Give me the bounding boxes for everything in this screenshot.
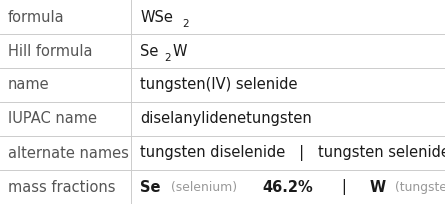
Text: Se: Se [140, 180, 161, 194]
Text: Se: Se [140, 43, 158, 59]
Text: tungsten diselenide   |   tungsten selenide: tungsten diselenide | tungsten selenide [140, 145, 445, 161]
Text: 2: 2 [182, 19, 189, 30]
Text: mass fractions: mass fractions [8, 180, 116, 194]
Text: 46.2%: 46.2% [262, 180, 313, 194]
Text: (selenium): (selenium) [166, 181, 241, 194]
Text: (tungsten): (tungsten) [391, 181, 445, 194]
Text: name: name [8, 78, 50, 92]
Text: diselanylidenetungsten: diselanylidenetungsten [140, 112, 312, 126]
Text: IUPAC name: IUPAC name [8, 112, 97, 126]
Text: 2: 2 [164, 53, 170, 63]
Text: tungsten(IV) selenide: tungsten(IV) selenide [140, 78, 298, 92]
Text: |: | [328, 179, 360, 195]
Text: WSe: WSe [140, 10, 173, 24]
Text: alternate names: alternate names [8, 145, 129, 161]
Text: W: W [370, 180, 386, 194]
Text: W: W [172, 43, 187, 59]
Text: Hill formula: Hill formula [8, 43, 93, 59]
Text: formula: formula [8, 10, 65, 24]
